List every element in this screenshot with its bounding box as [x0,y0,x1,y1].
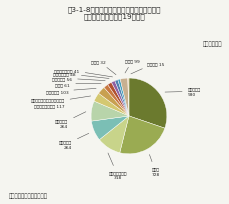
Text: 燃えがら（石炭灰は除く）、
ばいじん、ダスト 117: 燃えがら（石炭灰は除く）、 ばいじん、ダスト 117 [30,96,91,108]
Text: 石灰灰
728: 石灰灰 728 [150,155,160,176]
Wedge shape [98,88,129,116]
Wedge shape [108,83,129,116]
Wedge shape [91,116,129,140]
Text: 図3-1-8　セメント業界の廃棄物・副産物の
　　利用状況（平成19年度）: 図3-1-8 セメント業界の廃棄物・副産物の 利用状況（平成19年度） [68,6,161,20]
Text: 建設発生土
264: 建設発生土 264 [59,134,89,149]
Text: 資料：（社）セメント協会: 資料：（社）セメント協会 [9,192,48,198]
Text: 汚泥、スラッジ
318: 汚泥、スラッジ 318 [108,153,127,180]
Wedge shape [120,116,165,154]
Wedge shape [128,79,129,116]
Wedge shape [115,80,129,116]
Text: 再生油・廃油 48: 再生油・廃油 48 [53,72,109,79]
Text: その他 99: その他 99 [125,59,140,74]
Wedge shape [120,79,129,116]
Text: 高炉スラグ
930: 高炉スラグ 930 [165,88,201,96]
Wedge shape [129,79,167,129]
Wedge shape [104,85,129,116]
Text: 単位：万トン: 単位：万トン [203,41,222,46]
Wedge shape [91,102,129,122]
Text: 木くず 32: 木くず 32 [91,60,116,75]
Text: 廃タイヤ 15: 廃タイヤ 15 [131,61,164,74]
Wedge shape [94,94,129,116]
Wedge shape [99,116,129,153]
Text: 副産石こう
264: 副産石こう 264 [55,112,86,128]
Text: 鋳物砂 61: 鋳物砂 61 [55,82,101,86]
Text: 製鋼スラグ 56: 製鋼スラグ 56 [52,77,105,81]
Wedge shape [112,81,129,116]
Text: 家電灰澱粉 103: 家電灰澱粉 103 [46,89,96,94]
Wedge shape [118,80,129,116]
Text: 廃プラスチック 41: 廃プラスチック 41 [55,68,112,78]
